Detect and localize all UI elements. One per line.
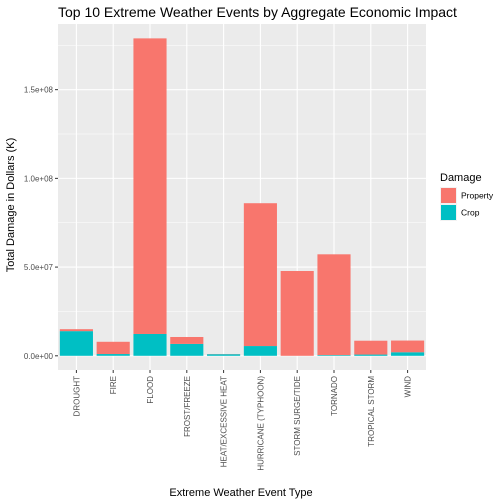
y-axis-title: Total Damage in Dollars (K)	[5, 138, 17, 273]
bar-crop	[317, 355, 351, 356]
bar-property	[354, 340, 388, 355]
bar-property	[133, 38, 167, 334]
bar-crop	[391, 352, 425, 356]
y-tick-label: 1.5e+08	[24, 86, 54, 95]
bar-crop	[133, 333, 167, 356]
plot-panel	[58, 24, 426, 370]
x-axis-title: Extreme Weather Event Type	[169, 487, 312, 499]
bar-property	[317, 254, 351, 356]
x-tick-label: TORNADO	[330, 376, 339, 416]
x-tick-label: HURRICANE (TYPHOON)	[256, 376, 265, 471]
legend-title: Damage	[440, 172, 482, 184]
x-tick-label: TROPICAL STORM	[367, 376, 376, 447]
legend-label: Crop	[461, 208, 480, 218]
x-tick-label: WIND	[404, 376, 413, 398]
bar-crop	[59, 331, 93, 356]
x-tick-label: FIRE	[109, 376, 118, 394]
x-tick-label: HEAT/EXCESSIVE HEAT	[220, 376, 229, 467]
bar-crop	[207, 354, 241, 356]
bar-property	[96, 341, 130, 355]
bar-property	[391, 340, 425, 353]
bar-property	[243, 203, 277, 347]
y-tick-label: 0.0e+00	[24, 352, 54, 361]
bar-crop	[96, 354, 130, 356]
bar-crop	[170, 343, 204, 356]
y-tick-label: 1.0e+08	[24, 174, 54, 183]
x-tick-label: FROST/FREEZE	[183, 376, 192, 437]
legend-swatch	[441, 205, 456, 220]
bar-property	[59, 329, 93, 332]
legend-label: Property	[461, 191, 494, 201]
bar-property	[280, 270, 314, 356]
chart-title: Top 10 Extreme Weather Events by Aggrega…	[58, 4, 457, 20]
bar-crop	[354, 354, 388, 356]
legend: Damage Property Crop	[440, 172, 494, 221]
x-tick-label: STORM SURGE/TIDE	[293, 376, 302, 456]
bar-crop	[243, 346, 277, 356]
bar-property	[170, 336, 204, 344]
x-tick-label: DROUGHT	[72, 376, 81, 417]
x-tick-label: FLOOD	[146, 376, 155, 404]
legend-swatch	[441, 188, 456, 203]
y-tick-label: 5.0e+07	[24, 263, 54, 272]
